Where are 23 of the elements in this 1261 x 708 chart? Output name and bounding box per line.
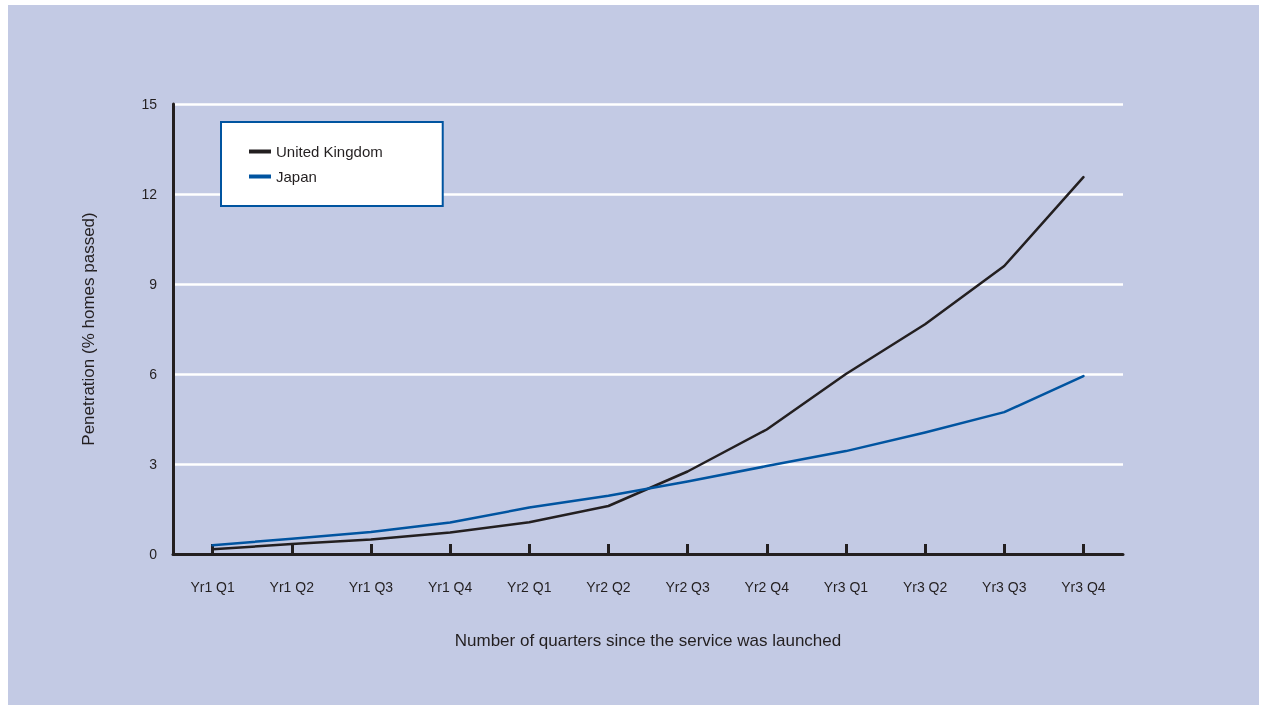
y-tick-label: 0 — [149, 546, 158, 562]
x-tick-label: Yr2 Q3 — [665, 579, 710, 595]
x-tick-label: Yr1 Q1 — [190, 579, 235, 595]
y-tick-label: 6 — [149, 366, 158, 382]
y-tick-label: 15 — [141, 96, 158, 112]
line-series — [211, 374, 1085, 547]
x-tick-label: Yr2 Q4 — [744, 579, 790, 595]
x-tick-label: Yr2 Q1 — [507, 579, 552, 595]
x-tick-label: Yr3 Q4 — [1061, 579, 1106, 595]
legend-label: Japan — [276, 168, 317, 185]
x-axis-title: Number of quarters since the service was launched — [454, 631, 842, 650]
y-tick-label: 3 — [149, 456, 158, 472]
y-tick-label: 12 — [141, 186, 158, 202]
y-axis-title: Penetration (% homes passed) — [79, 212, 98, 446]
x-tick-label: Yr1 Q4 — [427, 579, 473, 595]
legend-label: United Kingdom — [276, 143, 383, 160]
x-tick-label: Yr1 Q3 — [348, 579, 394, 595]
y-tick-label: 9 — [149, 276, 158, 292]
x-tick-label: Yr2 Q2 — [586, 579, 631, 595]
x-tick-label: Yr3 Q2 — [902, 579, 948, 595]
x-tick-label: Yr1 Q2 — [269, 579, 315, 595]
x-tick-label: Yr3 Q3 — [982, 579, 1027, 595]
x-tick-label: Yr3 Q1 — [823, 579, 869, 595]
